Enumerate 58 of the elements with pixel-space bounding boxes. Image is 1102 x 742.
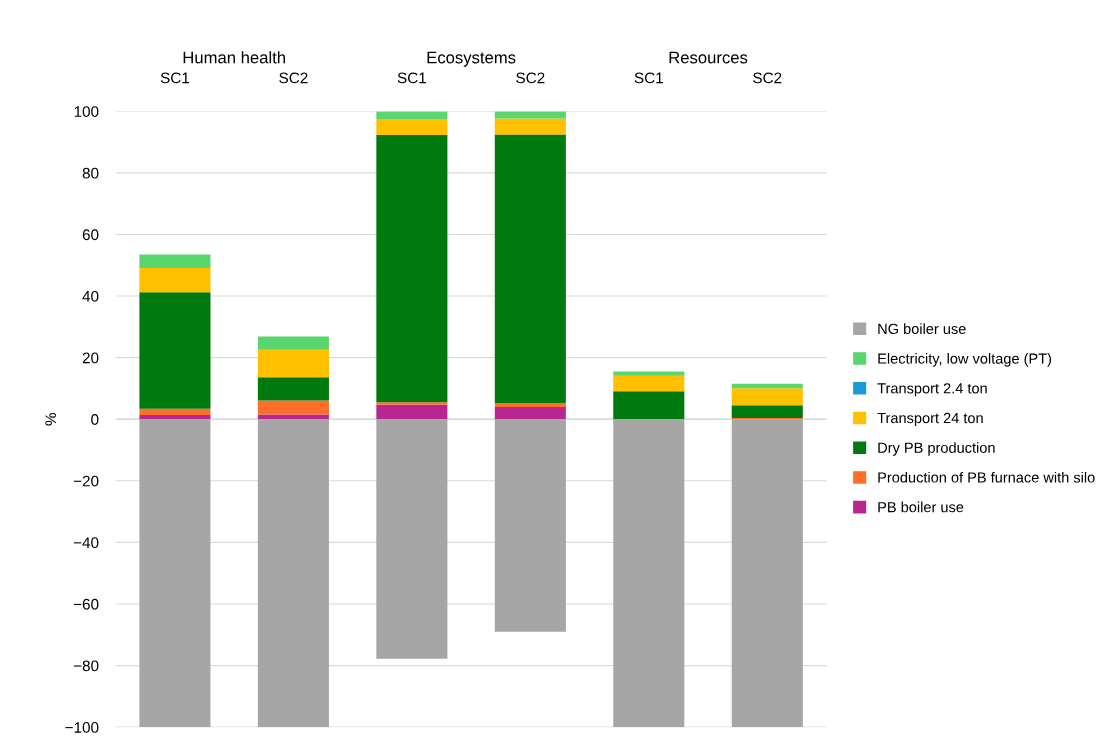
- y-tick-label: −20: [73, 475, 99, 487]
- bar: [139, 268, 211, 293]
- bar: [257, 336, 329, 350]
- bar: [613, 419, 685, 728]
- y-tick-label: 60: [82, 229, 99, 241]
- bar: [376, 111, 448, 119]
- x-tick-label: SC2: [753, 72, 782, 84]
- bar: [376, 135, 448, 403]
- bar: [257, 377, 329, 401]
- y-tick-label: 0: [91, 414, 99, 425]
- text: Human health: [183, 51, 285, 64]
- bar: [376, 419, 448, 659]
- legend-label: Electricity, low voltage (PT): [878, 353, 1052, 367]
- y-tick-label: −100: [65, 722, 99, 733]
- x-tick-label: SC2: [279, 72, 308, 84]
- x-tick-label: SC2: [516, 72, 545, 84]
- text: Resources: [669, 51, 748, 64]
- bar: [613, 391, 685, 420]
- x-tick-label: SC1: [160, 72, 190, 84]
- y-tick-label: 20: [82, 352, 99, 364]
- bar: [139, 292, 211, 409]
- y-tick-label: 100: [74, 106, 99, 117]
- bar: [613, 371, 685, 376]
- bar: [731, 405, 803, 418]
- y-tick-label: 40: [82, 290, 99, 302]
- bar: [257, 400, 329, 415]
- text: Ecosystems: [427, 51, 516, 67]
- y-tick-label: −80: [73, 660, 99, 672]
- bar: [494, 134, 566, 403]
- bar: [494, 402, 566, 407]
- bar: [139, 254, 211, 269]
- bar: [257, 349, 329, 378]
- bar: [376, 404, 448, 420]
- x-tick-label: SC1: [397, 72, 426, 84]
- bar: [257, 419, 329, 728]
- y-tick-label: −40: [73, 537, 99, 549]
- legend-label: PB boiler use: [878, 501, 964, 513]
- legend-label: Transport 24 ton: [877, 412, 983, 427]
- bar: [139, 408, 211, 415]
- bar: [139, 419, 211, 728]
- legend-label: Transport 2.4 ton: [877, 383, 987, 397]
- x-tick-label: SC1: [634, 72, 663, 84]
- bar: [139, 414, 211, 420]
- bar: [376, 402, 448, 405]
- bar: [613, 375, 685, 392]
- bar: [494, 118, 566, 135]
- bar: [376, 119, 448, 136]
- bar: [494, 406, 566, 420]
- bar: [731, 419, 803, 728]
- y-axis-title: %: [45, 412, 56, 426]
- legend-label: NG boiler use: [878, 323, 966, 335]
- bar: [494, 419, 566, 632]
- legend-label: Production of PB furnace with silo: [878, 471, 1095, 483]
- legend-label: Dry PB production: [878, 442, 995, 456]
- bar: [731, 383, 803, 389]
- y-tick-label: −60: [73, 598, 99, 610]
- bar: [731, 388, 803, 406]
- y-tick-label: 80: [82, 167, 99, 179]
